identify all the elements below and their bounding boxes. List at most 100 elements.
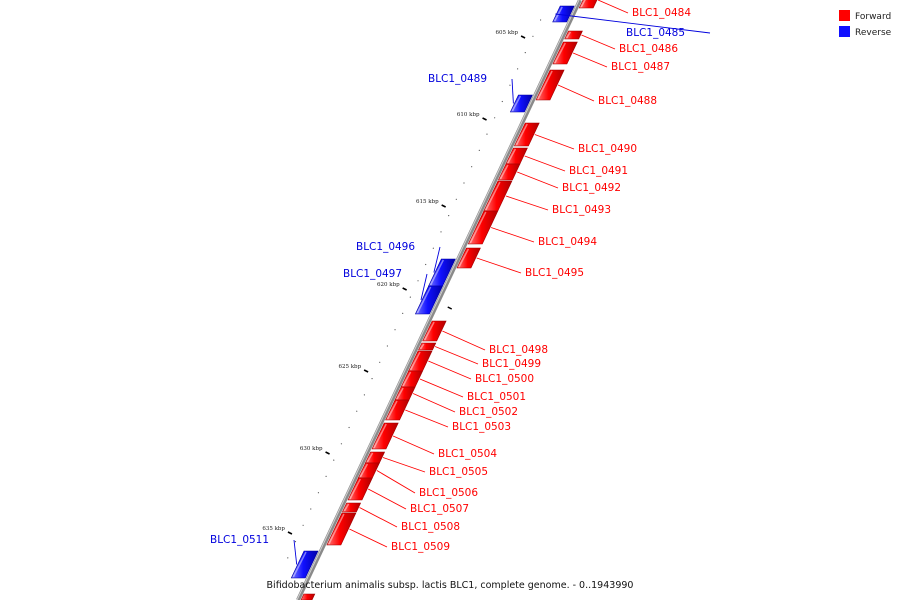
gene-blc1_0495[interactable] [456,247,481,269]
gene-arrow[interactable] [513,122,540,147]
scale-tick: 625 kbp [338,364,369,373]
scale-dot [425,263,427,266]
gene-label[interactable]: BLC1_0509 [391,541,450,553]
gene-label[interactable]: BLC1_0497 [343,268,402,280]
gene-label[interactable]: BLC1_0494 [538,236,597,248]
gene-label-group: BLC1_0487 [572,52,670,73]
gene-blc1_0511[interactable] [290,550,319,579]
scale-dot [394,329,396,331]
gene-highlight [515,123,528,146]
gene-leader-line [505,195,549,211]
gene-arrow[interactable] [414,285,444,315]
gene-label[interactable]: BLC1_0492 [562,182,621,194]
gene-blc1_0484[interactable] [578,0,601,9]
gene-arrow[interactable] [564,30,583,40]
scale-dot [294,541,297,543]
gene-label[interactable]: BLC1_0496 [356,241,415,253]
gene-arrow[interactable] [456,247,481,269]
gene-label[interactable]: BLC1_0506 [419,487,478,499]
gene-arrow[interactable] [552,5,575,23]
gene-blc1_0509[interactable] [326,512,357,546]
gene-label[interactable]: BLC1_0486 [619,43,678,55]
gene-label[interactable]: BLC1_0511 [210,534,269,546]
gene-label[interactable]: BLC1_0501 [467,391,526,403]
gene-label-group: BLC1_0501 [419,378,526,403]
gene-blc1_0492[interactable] [497,163,521,181]
gene-label[interactable]: BLC1_0508 [401,521,460,533]
gene-label[interactable]: BLC1_0504 [438,448,497,460]
gene-label-group: BLC1_0511 [210,534,298,565]
gene-highlight [386,400,398,420]
gene-blc1_0487[interactable] [552,41,578,65]
gene-label[interactable]: BLC1_0491 [569,165,628,177]
gene-blc1_0498[interactable] [422,320,447,342]
scale-tick: 630 kbp [300,446,330,455]
gene-arrow[interactable] [341,502,362,513]
gene-arrow[interactable] [422,320,447,342]
scale-tick-mark [363,369,369,373]
gene-arrow[interactable] [509,94,533,113]
gene-leader-line [517,171,559,189]
gene-label[interactable]: BLC1_0505 [429,466,488,478]
gene-label[interactable]: BLC1_0502 [459,406,518,418]
scale-dot [287,557,289,559]
gene-label[interactable]: BLC1_0490 [578,143,637,155]
gene-arrow[interactable] [418,342,437,351]
gene-label-group: BLC1_0505 [382,457,488,478]
scale-dash [447,306,453,310]
gene-highlight [349,478,361,500]
gene-blc1_0486[interactable] [564,30,583,40]
gene-blc1_0499[interactable] [418,342,437,351]
gene-label[interactable]: BLC1_0489 [428,73,487,85]
gene-label[interactable]: BLC1_0500 [475,373,534,385]
gene-arrow[interactable] [290,550,319,579]
scale-dot [463,182,465,184]
gene-label[interactable]: BLC1_0487 [611,61,670,73]
gene-arrow[interactable] [552,41,578,65]
gene-blc1_0494[interactable] [467,210,499,245]
gene-blc1_0503[interactable] [385,399,410,421]
legend-swatch-forward [839,10,850,21]
gene-label[interactable]: BLC1_0498 [489,344,548,356]
gene-blc1_0497[interactable] [414,285,444,315]
gene-features [290,0,601,600]
gene-label-group: BLC1_0509 [349,528,450,553]
gene-label[interactable]: BLC1_0507 [410,503,469,515]
scale-tick: 635 kbp [262,526,293,535]
gene-blc1_0508[interactable] [341,502,362,513]
gene-label-group: BLC1_0484 [597,0,691,19]
gene-label[interactable]: BLC1_0488 [598,95,657,107]
scale-tick-label: 605 kbp [495,30,518,36]
gene-highlight [292,551,307,578]
scale-tick-label: 610 kbp [457,112,480,118]
gene-arrow[interactable] [326,512,357,546]
gene-label[interactable]: BLC1_0503 [452,421,511,433]
gene-arrow[interactable] [535,69,565,101]
gene-blc1_0489[interactable] [509,94,533,113]
gene-blc1_0502[interactable] [394,386,416,401]
gene-arrow[interactable] [578,0,601,9]
gene-arrow[interactable] [385,399,410,421]
gene-label[interactable]: BLC1_0493 [552,204,611,216]
gene-label[interactable]: BLC1_0495 [525,267,584,279]
gene-arrow[interactable] [347,477,373,501]
gene-blc1_0490[interactable] [513,122,540,147]
gene-blc1_0504[interactable] [371,422,399,450]
legend-label-forward: Forward [855,12,891,22]
gene-label[interactable]: BLC1_0499 [482,358,541,370]
gene-label[interactable]: BLC1_0485 [626,27,685,39]
gene-leader-line [412,393,456,413]
gene-label-group: BLC1_0492 [517,171,621,194]
gene-arrow[interactable] [497,163,521,181]
gene-arrow[interactable] [467,210,499,245]
scale-tick-label: 635 kbp [262,526,285,532]
gene-highlight [458,248,470,268]
gene-highlight [429,259,444,286]
gene-blc1_0488[interactable] [535,69,565,101]
gene-label[interactable]: BLC1_0484 [632,7,691,19]
gene-arrow[interactable] [371,422,399,450]
gene-blc1_0507[interactable] [347,477,373,501]
scale-dot [379,361,381,363]
gene-leader-line [392,435,435,455]
